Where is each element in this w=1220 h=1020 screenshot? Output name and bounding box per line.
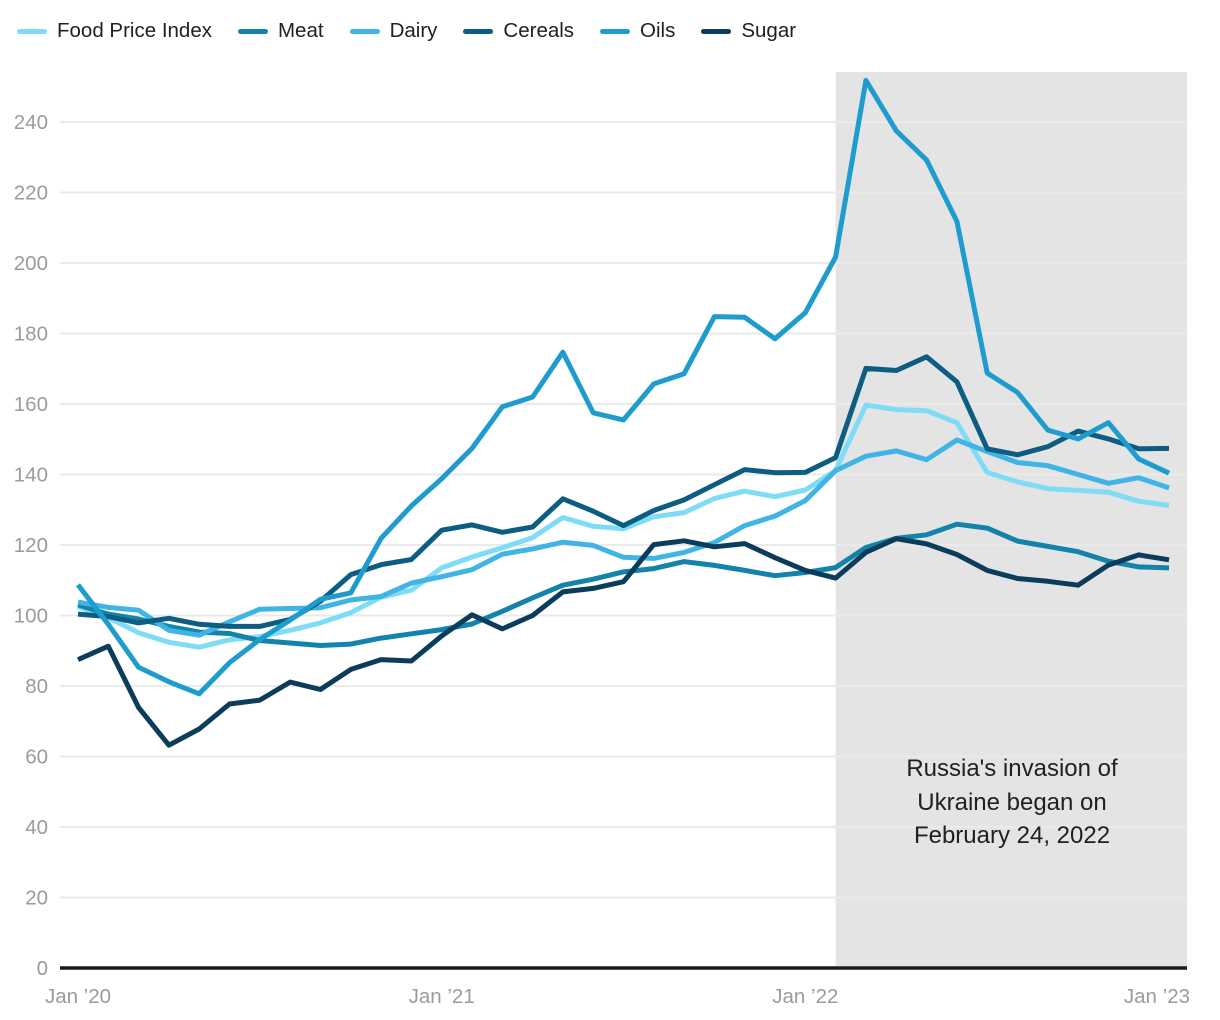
y-axis-tick-label-120: 120 [14, 534, 48, 557]
chart-legend: Food Price Index Meat Dairy Cereals Oils Suga… [17, 19, 796, 43]
y-axis-tick-label-240: 240 [14, 111, 48, 134]
legend-label-meat: Meat [277, 19, 324, 42]
legend-item-cereals[interactable]: Cereals [463, 19, 574, 43]
legend-item-oils[interactable]: Oils [600, 19, 675, 43]
legend-item-food-price-index[interactable]: Food Price Index [17, 19, 212, 43]
y-axis-tick-label-160: 160 [14, 393, 48, 416]
y-axis-tick-label-60: 60 [25, 746, 48, 769]
legend-label-cereals: Cereals [503, 19, 575, 42]
series-line-oils [76, 77, 1171, 697]
y-axis-tick-label-180: 180 [14, 323, 48, 346]
x-axis-tick-label-jan-23: Jan ’23 [1124, 985, 1190, 1008]
y-axis-tick-label-200: 200 [14, 252, 48, 275]
series-line-sugar [76, 536, 1170, 748]
legend-swatch-oils [600, 28, 631, 34]
invasion-annotation: Russia's invasion of Ukraine began on Fe… [906, 755, 1118, 849]
legend-label-oils: Oils [640, 19, 676, 42]
x-axis-tick-label-jan-21: Jan ’21 [409, 985, 475, 1008]
y-axis-tick-label-0: 0 [37, 957, 48, 980]
legend-label-food-price-index: Food Price Index [57, 19, 212, 42]
legend-item-meat[interactable]: Meat [237, 19, 324, 43]
y-axis-tick-label-40: 40 [25, 816, 48, 839]
legend-swatch-cereals [463, 28, 494, 34]
legend-label-dairy: Dairy [389, 19, 438, 42]
y-axis-tick-label-100: 100 [14, 605, 48, 628]
legend-item-dairy[interactable]: Dairy [349, 19, 438, 43]
series-line-cereals [77, 354, 1170, 629]
y-axis-tick-label-80: 80 [25, 675, 48, 698]
x-axis-tick-label-jan-20: Jan ’20 [45, 985, 111, 1008]
shaded-region-invasion [835, 72, 1187, 966]
legend-swatch-meat [237, 28, 268, 34]
y-axis-tick-label-220: 220 [14, 182, 48, 205]
x-axis-tick-label-jan-22: Jan ’22 [772, 985, 838, 1008]
y-axis-tick-label-20: 20 [25, 887, 48, 910]
legend-swatch-food-price-index [17, 28, 47, 34]
legend-swatch-sugar [701, 28, 732, 34]
legend-label-sugar: Sugar [741, 19, 797, 42]
series-line-dairy [77, 437, 1170, 638]
legend-item-sugar[interactable]: Sugar [701, 19, 796, 43]
y-axis-tick-label-140: 140 [14, 464, 48, 487]
legend-swatch-dairy [349, 28, 380, 34]
